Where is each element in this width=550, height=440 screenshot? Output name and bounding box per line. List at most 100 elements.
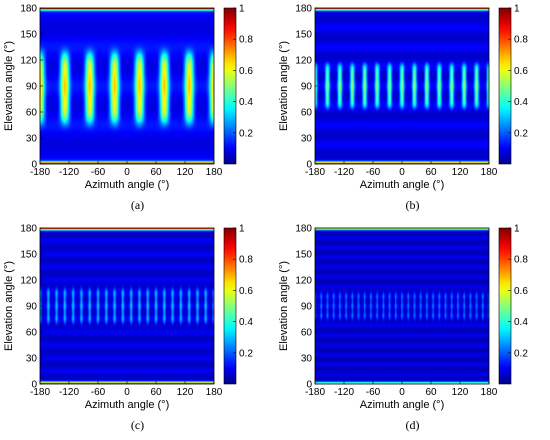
colorbar-tick-label: 0.4 [239,97,253,108]
y-tick-label: 90 [26,82,38,93]
x-axis-label: Azimuth angle (°) [360,399,445,411]
y-tick-label: 120 [295,276,312,287]
y-tick-label: 120 [20,56,37,67]
x-axis-label: Azimuth angle (°) [85,179,170,191]
y-tick-label: 60 [301,108,313,119]
x-tick-label: -60 [91,167,106,178]
x-tick-label: 180 [481,167,498,178]
x-tick-label: 0 [124,167,130,178]
y-tick-label: 60 [301,328,313,339]
x-tick-label: 60 [425,167,437,178]
x-tick-label: 0 [399,167,405,178]
x-tick-label: 180 [481,387,498,398]
heatmap-raster [40,8,214,164]
colorbar-tick-label: 1 [239,224,245,235]
colorbar-tick-label: 0.6 [514,286,528,297]
heatmap-panel-a: -180 -120 -60 0 60 120 180 0 30 60 90 120 150 180 Azim… [0,0,275,220]
y-tick-label: 90 [301,82,313,93]
y-tick-label: 0 [306,160,312,171]
y-tick-label: 0 [31,160,37,171]
y-tick-label: 90 [26,302,38,313]
colorbar-tick-label: 0.6 [239,66,253,77]
x-tick-label: -60 [366,167,381,178]
caption-d: (d) [405,418,420,432]
colorbar-tick-label: 1 [514,4,520,15]
y-axis-label: Elevation angle (°) [3,261,15,351]
y-tick-label: 0 [31,380,37,391]
x-tick-label: 120 [452,167,469,178]
x-tick-label: -180 [305,387,325,398]
x-tick-label: 0 [124,387,130,398]
colorbar-tick-label: 0.4 [514,97,528,108]
x-tick-label: 120 [177,167,194,178]
y-tick-label: 180 [295,4,312,15]
x-axis-label: Azimuth angle (°) [360,179,445,191]
x-tick-label: -120 [59,167,79,178]
y-tick-label: 30 [301,134,313,145]
x-tick-label: -120 [334,387,354,398]
x-tick-label: 60 [425,387,437,398]
x-tick-label: -180 [30,387,50,398]
heatmap-svg: -180 -120 -60 0 60 120 180 0 30 60 90 120 150 180 Azim… [278,4,528,192]
x-tick-label: -180 [30,167,50,178]
colorbar-tick-label: 0.2 [239,348,253,359]
y-tick-label: 60 [26,108,38,119]
y-tick-label: 150 [20,30,37,41]
x-tick-label: -60 [366,387,381,398]
heatmap-svg: -180 -120 -60 0 60 120 180 0 30 60 90 120 150 180 Azim… [3,4,253,192]
colorbar [498,227,512,385]
x-tick-label: 60 [150,167,162,178]
heatmap-panel-b: -180 -120 -60 0 60 120 180 0 30 60 90 120 150 180 Azim… [275,0,550,220]
y-tick-label: 30 [26,134,38,145]
y-tick-label: 150 [295,30,312,41]
caption-a: (a) [130,198,145,212]
x-tick-label: -120 [334,167,354,178]
colorbar-tick-label: 0.4 [239,317,253,328]
colorbar-tick-label: 0.4 [514,317,528,328]
colorbar-tick-label: 0.8 [514,255,528,266]
heatmap-raster [315,228,489,384]
y-axis-label: Elevation angle (°) [278,261,290,351]
y-tick-label: 30 [26,354,38,365]
y-tick-label: 180 [295,224,312,235]
x-tick-label: -60 [91,387,106,398]
x-tick-label: 0 [399,387,405,398]
colorbar [223,7,237,165]
x-tick-label: -120 [59,387,79,398]
colorbar-tick-label: 1 [514,224,520,235]
heatmap-svg: -180 -120 -60 0 60 120 180 0 30 60 90 120 150 180 Azim… [3,224,253,412]
colorbar-tick-label: 0.6 [239,286,253,297]
colorbar-tick-label: 0.8 [239,255,253,266]
colorbar-tick-label: 0.2 [514,128,528,139]
colorbar-tick-label: 0.2 [239,128,253,139]
x-tick-label: 120 [177,387,194,398]
colorbar [498,7,512,165]
x-tick-label: 180 [206,387,223,398]
heatmap-raster [40,228,214,384]
y-tick-label: 120 [20,276,37,287]
heatmap-panel-c: -180 -120 -60 0 60 120 180 0 30 60 90 120 150 180 Azim… [0,220,275,440]
y-tick-label: 150 [20,250,37,261]
y-axis-label: Elevation angle (°) [3,41,15,131]
colorbar-tick-label: 0.8 [239,35,253,46]
colorbar-tick-label: 1 [239,4,245,15]
colorbar-tick-label: 0.8 [514,35,528,46]
x-tick-label: 60 [150,387,162,398]
heatmap-panel-d: -180 -120 -60 0 60 120 180 0 30 60 90 120 150 180 Azim… [275,220,550,440]
y-tick-label: 0 [306,380,312,391]
caption-b: (b) [405,198,420,212]
y-tick-label: 30 [301,354,313,365]
colorbar [223,227,237,385]
y-axis-label: Elevation angle (°) [278,41,290,131]
y-tick-label: 150 [295,250,312,261]
heatmap-raster [315,8,489,164]
x-axis-label: Azimuth angle (°) [85,399,170,411]
y-tick-label: 120 [295,56,312,67]
y-tick-label: 60 [26,328,38,339]
y-tick-label: 90 [301,302,313,313]
x-tick-label: 120 [452,387,469,398]
heatmap-svg: -180 -120 -60 0 60 120 180 0 30 60 90 120 150 180 Azim… [278,224,528,412]
y-tick-label: 180 [20,224,37,235]
colorbar-tick-label: 0.6 [514,66,528,77]
x-tick-label: -180 [305,167,325,178]
